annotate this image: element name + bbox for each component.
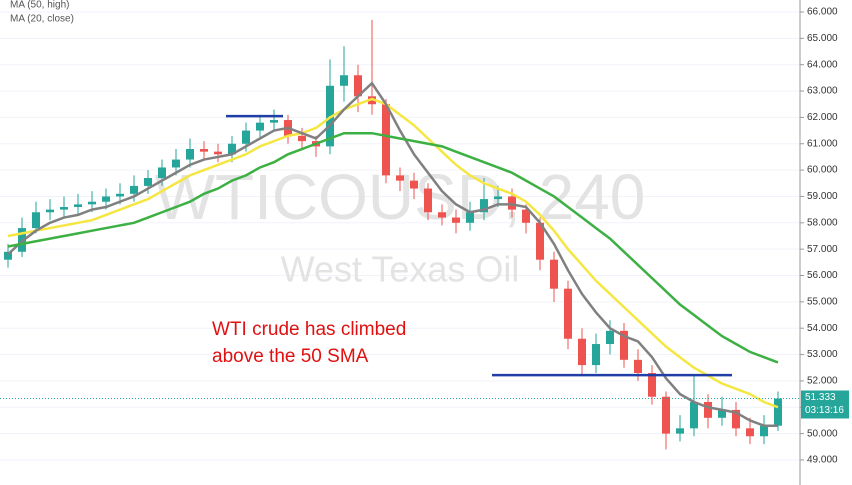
candle-body	[298, 135, 306, 142]
y-tick-label: 61.000	[807, 138, 838, 149]
y-tick-label: 60.000	[807, 165, 838, 176]
candle-body	[382, 104, 390, 176]
candle-body	[214, 151, 222, 155]
candle-body	[620, 330, 628, 360]
candle-body	[480, 199, 488, 213]
candle-body	[32, 212, 40, 229]
candle-body	[746, 428, 754, 437]
candle-body	[116, 193, 124, 197]
annotation: above the 50 SMA	[212, 346, 369, 367]
candle-body	[186, 149, 194, 160]
candle-body	[760, 425, 768, 437]
candle-body	[46, 209, 54, 213]
candle-body	[564, 288, 572, 339]
y-tick-label: 52.000	[807, 376, 838, 387]
candle-body	[676, 428, 684, 434]
candle-body	[550, 259, 558, 289]
annotation: WTI crude has climbed	[212, 319, 406, 340]
candle-body	[144, 178, 152, 186]
candle-body	[522, 209, 530, 223]
y-tick-label: 55.000	[807, 296, 838, 307]
candle-body	[438, 212, 446, 218]
candle-body	[242, 130, 250, 144]
y-tick-label: 59.000	[807, 191, 838, 202]
candle-body	[718, 409, 726, 418]
last-price-box	[801, 390, 849, 419]
y-tick-label: 62.000	[807, 112, 838, 123]
watermark-subtitle: West Texas Oil	[281, 249, 520, 290]
candle-body	[256, 122, 264, 131]
candle-body	[452, 217, 460, 223]
candle-body	[130, 185, 138, 194]
candle-body	[74, 204, 82, 207]
candle-body	[732, 409, 740, 429]
y-tick-label: 63.000	[807, 86, 838, 97]
candle-body	[690, 401, 698, 429]
y-tick-label: 65.000	[807, 33, 838, 44]
candle-body	[578, 338, 586, 366]
y-tick-label: 66.000	[807, 7, 838, 18]
candle-body	[466, 212, 474, 223]
moving-average	[7, 97, 779, 409]
candle-body	[774, 398, 782, 426]
candle-body	[704, 401, 712, 418]
candle-body	[410, 180, 418, 189]
candle-body	[270, 120, 278, 123]
candle-body	[648, 373, 656, 397]
candle-body	[200, 149, 208, 152]
candle-body	[592, 344, 600, 366]
candle-body	[340, 75, 348, 86]
y-tick-label: 49.000	[807, 455, 838, 466]
candle-body	[102, 196, 110, 202]
legend-entry: MA (20, close)	[10, 14, 74, 25]
candle-body	[424, 188, 432, 213]
candle-body	[228, 143, 236, 155]
candle-body	[60, 206, 68, 210]
candle-body	[88, 201, 96, 205]
candle-body	[4, 251, 12, 260]
legend-entry: MA (50, high)	[10, 0, 69, 11]
last-price-label: 51.333	[805, 392, 836, 403]
candle-body	[158, 167, 166, 179]
y-tick-label: 64.000	[807, 59, 838, 70]
y-tick-label: 57.000	[807, 244, 838, 255]
candle-body	[606, 330, 614, 345]
moving-average	[7, 81, 778, 427]
candle-body	[662, 396, 670, 434]
candle-body	[396, 175, 404, 181]
y-tick-label: 54.000	[807, 323, 838, 334]
y-tick-label: 53.000	[807, 349, 838, 360]
y-tick-label: 50.000	[807, 428, 838, 439]
candle-body	[536, 222, 544, 260]
y-tick-label: 56.000	[807, 270, 838, 281]
candle-body	[172, 159, 180, 168]
candle-body	[634, 359, 642, 374]
candle-body	[508, 196, 516, 210]
candle-body	[494, 196, 502, 200]
moving-average	[7, 131, 779, 364]
countdown: 03:13:16	[805, 405, 844, 416]
y-tick-label: 58.000	[807, 217, 838, 228]
candle-body	[354, 75, 362, 97]
